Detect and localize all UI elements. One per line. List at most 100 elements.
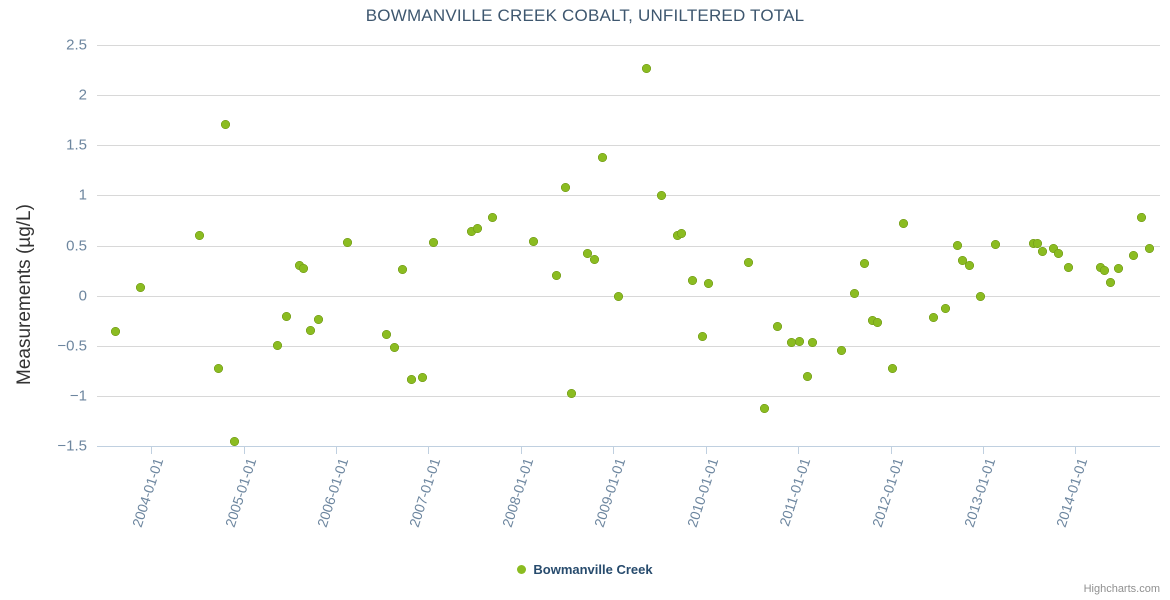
gridline xyxy=(97,95,1160,97)
data-point[interactable] xyxy=(703,279,713,289)
data-point[interactable] xyxy=(1048,244,1058,253)
y-tick-label: 1.5 xyxy=(66,136,87,154)
data-point[interactable] xyxy=(952,241,962,250)
x-axis-tick xyxy=(428,447,430,454)
data-point[interactable] xyxy=(898,218,908,228)
data-point[interactable] xyxy=(1106,278,1116,288)
x-axis-line xyxy=(97,446,1160,447)
y-tick-label: 2.5 xyxy=(66,36,87,54)
gridline xyxy=(97,145,1160,147)
data-point[interactable] xyxy=(836,346,846,356)
data-point[interactable] xyxy=(744,258,754,268)
data-point[interactable] xyxy=(487,212,497,222)
x-axis-tick xyxy=(336,447,338,454)
data-point[interactable] xyxy=(1099,266,1109,276)
data-point[interactable] xyxy=(567,389,577,399)
data-point[interactable] xyxy=(282,312,292,322)
data-point[interactable] xyxy=(382,330,392,340)
data-point[interactable] xyxy=(688,276,698,286)
data-point[interactable] xyxy=(551,271,561,281)
x-tick-label: 2008-01-01 xyxy=(498,456,537,530)
x-axis-tick xyxy=(890,447,892,454)
data-point[interactable] xyxy=(406,375,416,385)
data-point[interactable] xyxy=(613,292,623,302)
y-tick-label: 0.5 xyxy=(66,237,87,254)
x-tick-label: 2011-01-01 xyxy=(776,456,814,529)
data-point[interactable] xyxy=(528,236,538,246)
data-point[interactable] xyxy=(582,249,592,259)
data-point[interactable] xyxy=(872,318,882,328)
data-point[interactable] xyxy=(849,289,859,299)
x-tick-label: 2004-01-01 xyxy=(129,456,167,530)
data-point[interactable] xyxy=(314,315,324,325)
data-point[interactable] xyxy=(560,182,570,192)
credits-link[interactable]: Highcharts.com xyxy=(1083,583,1160,595)
data-point[interactable] xyxy=(975,292,985,302)
data-point[interactable] xyxy=(343,237,352,247)
data-point[interactable] xyxy=(759,404,769,414)
data-point[interactable] xyxy=(473,223,483,233)
x-axis-tick xyxy=(705,447,707,454)
data-point[interactable] xyxy=(111,327,121,337)
gridline xyxy=(97,345,1160,347)
gridline xyxy=(97,245,1160,247)
data-point[interactable] xyxy=(273,341,283,351)
data-point[interactable] xyxy=(136,283,146,293)
x-tick-label: 2013-01-01 xyxy=(960,456,999,530)
y-tick-label: 1 xyxy=(78,186,87,204)
data-point[interactable] xyxy=(859,259,869,269)
data-point[interactable] xyxy=(229,437,239,447)
data-point[interactable] xyxy=(1129,251,1139,261)
data-point[interactable] xyxy=(965,261,975,271)
data-point[interactable] xyxy=(1038,247,1048,256)
data-point[interactable] xyxy=(590,255,600,265)
legend-marker-icon xyxy=(517,565,527,574)
legend-item-label[interactable]: Bowmanville Creek xyxy=(533,562,653,577)
gridline xyxy=(97,295,1160,297)
x-axis-tick xyxy=(613,447,615,454)
data-point[interactable] xyxy=(194,230,204,240)
x-tick-label: 2010-01-01 xyxy=(683,456,722,530)
gridline xyxy=(97,195,1160,197)
data-point[interactable] xyxy=(929,313,939,323)
data-point[interactable] xyxy=(1064,263,1074,273)
data-point[interactable] xyxy=(657,190,667,200)
data-point[interactable] xyxy=(698,332,708,342)
data-point[interactable] xyxy=(397,265,407,275)
data-point[interactable] xyxy=(466,226,476,236)
data-point[interactable] xyxy=(867,316,877,326)
data-point[interactable] xyxy=(957,256,967,266)
data-point[interactable] xyxy=(390,343,400,353)
data-point[interactable] xyxy=(598,152,608,162)
data-point[interactable] xyxy=(772,322,782,332)
x-axis-tick xyxy=(151,447,153,454)
x-tick-label: 2006-01-01 xyxy=(313,456,352,530)
data-point[interactable] xyxy=(418,373,428,383)
data-point[interactable] xyxy=(1114,264,1123,274)
data-point[interactable] xyxy=(888,364,898,374)
data-point[interactable] xyxy=(1144,244,1154,253)
data-point[interactable] xyxy=(786,338,796,348)
data-point[interactable] xyxy=(991,239,1001,249)
data-point[interactable] xyxy=(298,264,308,274)
data-point[interactable] xyxy=(1033,238,1043,248)
data-point[interactable] xyxy=(802,372,812,382)
data-point[interactable] xyxy=(676,228,686,238)
data-point[interactable] xyxy=(1137,212,1147,222)
data-point[interactable] xyxy=(807,338,817,348)
data-point[interactable] xyxy=(1053,249,1063,259)
data-point[interactable] xyxy=(940,304,950,314)
chart-legend[interactable]: Bowmanville Creek xyxy=(0,562,1170,577)
x-tick-label: 2005-01-01 xyxy=(221,456,259,530)
gridline xyxy=(97,395,1160,397)
chart-title: BOWMANVILLE CREEK COBALT, UNFILTERED TOT… xyxy=(365,6,805,25)
data-point[interactable] xyxy=(220,119,230,129)
y-tick-label: 2 xyxy=(78,86,87,104)
data-point[interactable] xyxy=(641,63,651,73)
y-tick-label: −1.5 xyxy=(57,437,87,455)
data-point[interactable] xyxy=(794,337,804,347)
data-point[interactable] xyxy=(214,364,224,374)
data-point[interactable] xyxy=(305,326,315,336)
plot-area xyxy=(97,45,1160,447)
data-point[interactable] xyxy=(428,237,438,247)
